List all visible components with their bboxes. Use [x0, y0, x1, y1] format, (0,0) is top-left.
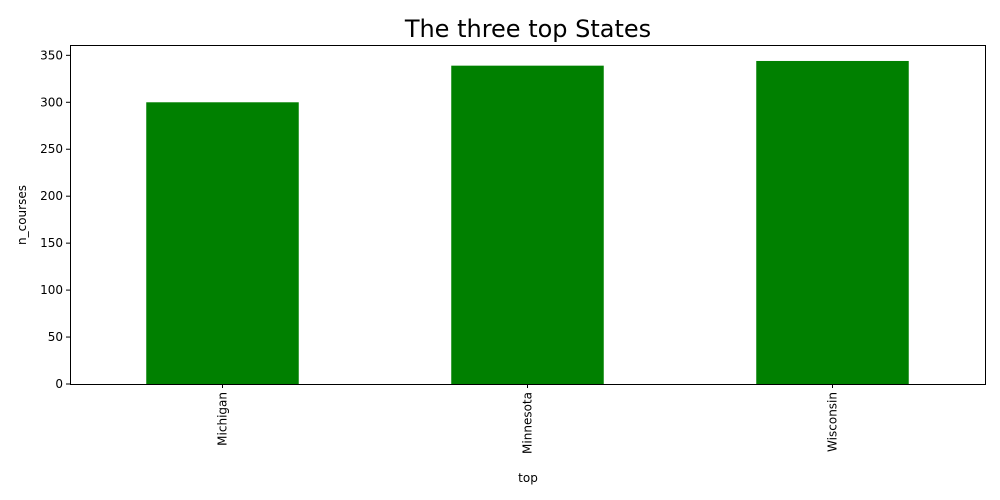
y-tick-label: 300 [40, 95, 63, 109]
x-tick-label: Michigan [216, 392, 230, 446]
y-tick-label: 0 [55, 377, 63, 391]
bar-wisconsin [756, 60, 909, 384]
bar-minnesota [451, 65, 604, 385]
y-tick-label: 250 [40, 142, 63, 156]
y-tick-label: 350 [40, 48, 63, 62]
x-tick-label: Wisconsin [826, 392, 840, 452]
x-axis-label: top [518, 471, 538, 485]
y-axis-label: n_courses [15, 185, 29, 245]
y-axis: 0 50 100 150 200 250 300 350 [40, 48, 70, 391]
x-axis: Michigan Minnesota Wisconsin [216, 384, 840, 454]
y-tick-label: 200 [40, 189, 63, 203]
y-tick-label: 150 [40, 236, 63, 250]
x-tick-label: Minnesota [521, 392, 535, 454]
bars-group [146, 60, 909, 385]
y-tick-label: 100 [40, 283, 63, 297]
y-tick-label: 50 [48, 330, 63, 344]
chart-title: The three top States [404, 15, 651, 43]
bar-michigan [146, 102, 299, 385]
